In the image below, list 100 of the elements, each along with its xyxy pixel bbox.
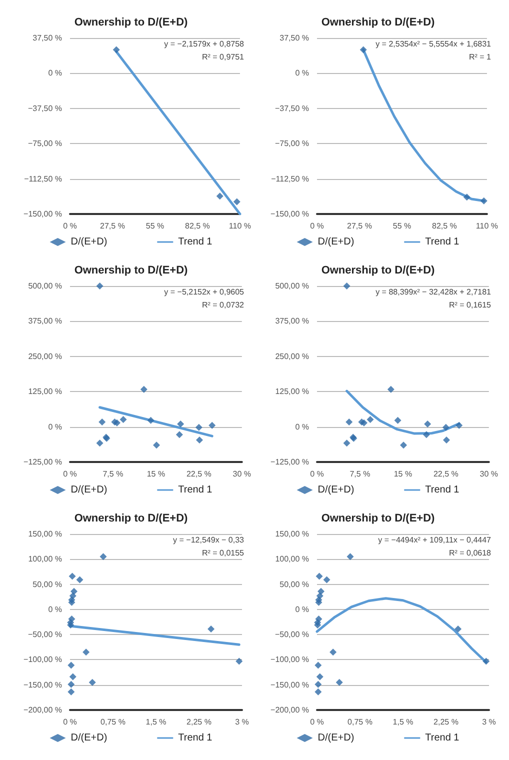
y-tick-label: 250,00 %	[275, 352, 309, 361]
y-tick-label: −125,00 %	[24, 458, 62, 466]
y-tick-label: 50,00 %	[32, 580, 62, 589]
y-tick-label: −100,00 %	[270, 655, 309, 664]
y-tick-label: −200,00 %	[24, 706, 62, 714]
x-tick-label: 55 %	[392, 222, 412, 230]
y-tick-label: 0 %	[48, 422, 62, 432]
legend-label: D/(E+D)	[70, 236, 108, 248]
y-tick-label: −112,50 %	[24, 174, 62, 184]
legend-label: D/(E+D)	[318, 732, 354, 744]
x-tick-label: 0 %	[310, 222, 324, 230]
x-tick-label: 2,25 %	[186, 718, 212, 726]
legend-label: D/(E+D)	[70, 732, 108, 744]
y-tick-label: 125,00 %	[275, 387, 309, 396]
y-tick-label: 150,00 %	[275, 530, 309, 538]
y-tick-label: −75,00 %	[28, 139, 62, 148]
x-tick-label: 0 %	[63, 718, 77, 726]
chart-title: Ownership to D/(E+D)	[321, 16, 436, 28]
y-tick-label: 0 %	[295, 604, 309, 614]
x-tick-label: 0 %	[310, 470, 324, 478]
y-tick-label: −125,00 %	[270, 458, 309, 466]
chart-title: Ownership to D/(E+D)	[74, 512, 188, 524]
y-tick-label: 37,50 %	[280, 34, 309, 42]
legend-label: Trend 1	[425, 236, 460, 248]
x-tick-label: 7,5 %	[102, 470, 124, 478]
x-tick-label: 1,5 %	[392, 718, 414, 726]
y-tick-label: 375,00 %	[28, 316, 62, 326]
y-tick-label: 250,00 %	[28, 352, 62, 361]
x-tick-label: 0 %	[310, 718, 324, 726]
y-tick-label: 125,00 %	[28, 387, 62, 396]
y-tick-label: 50,00 %	[280, 580, 309, 589]
annotation: R² = 0,0155	[202, 548, 245, 558]
x-tick-label: 7,5 %	[350, 470, 370, 478]
x-tick-label: 55 %	[146, 222, 164, 230]
annotation: R² = 0,0732	[202, 300, 245, 310]
y-tick-label: −150,00 %	[270, 680, 309, 690]
x-tick-label: 2,25 %	[434, 718, 458, 726]
x-tick-label: 82,5 %	[432, 222, 457, 230]
y-tick-label: −150,00 %	[24, 680, 62, 690]
annotation: y = −12,549x − 0,33	[173, 536, 245, 544]
legend-label: D/(E+D)	[318, 236, 354, 248]
x-tick-label: 0 %	[63, 470, 77, 478]
y-tick-label: 375,00 %	[275, 316, 309, 326]
y-tick-label: −200,00 %	[270, 706, 309, 714]
y-tick-label: 0 %	[48, 68, 62, 78]
y-tick-label: 0 %	[295, 68, 309, 78]
x-tick-label: 27,5 %	[347, 222, 372, 230]
y-tick-label: −100,00 %	[24, 655, 62, 664]
x-tick-label: 30 %	[232, 470, 251, 478]
chart-title: Ownership to D/(E+D)	[74, 264, 188, 276]
x-tick-label: 27,5 %	[100, 222, 125, 230]
annotation: R² = 0,9751	[202, 52, 245, 62]
x-tick-label: 110 %	[228, 222, 251, 230]
x-tick-label: 0,75 %	[348, 718, 372, 726]
annotation: R² = 0,0618	[448, 548, 492, 558]
y-tick-label: 0 %	[48, 604, 62, 614]
annotation: R² = 1	[468, 52, 492, 62]
chart-title: Ownership to D/(E+D)	[321, 264, 436, 276]
chart-title: Ownership to D/(E+D)	[74, 16, 188, 28]
y-tick-label: −50,00 %	[28, 630, 62, 640]
y-tick-label: −37,50 %	[28, 104, 62, 113]
legend-label: Trend 1	[178, 484, 213, 496]
x-tick-label: 30 %	[480, 470, 498, 478]
annotation: R² = 0,1615	[448, 300, 492, 310]
x-tick-label: 15 %	[146, 470, 166, 478]
y-tick-label: 37,50 %	[32, 34, 62, 42]
y-tick-label: −150,00 %	[24, 210, 62, 218]
x-tick-label: 3 %	[482, 718, 496, 726]
y-tick-label: 500,00 %	[275, 282, 309, 290]
y-tick-label: −50,00 %	[274, 630, 309, 640]
annotation: y = 2,5354x² − 5,5554x + 1,6831	[376, 40, 492, 48]
x-tick-label: 0 %	[63, 222, 77, 230]
annotation: y = −2,1579x + 0,8758	[164, 40, 245, 48]
x-tick-label: 82,5 %	[185, 222, 210, 230]
y-tick-label: 500,00 %	[28, 282, 62, 290]
x-tick-label: 0,75 %	[100, 718, 126, 726]
legend-label: Trend 1	[178, 732, 213, 744]
legend-label: Trend 1	[425, 732, 460, 744]
y-tick-label: 150,00 %	[28, 530, 62, 538]
y-tick-label: −37,50 %	[274, 104, 309, 113]
x-tick-label: 15 %	[394, 470, 412, 478]
annotation: y = −5,2152x + 0,9605	[164, 288, 245, 296]
x-tick-label: 3 %	[235, 718, 249, 726]
chart-title: Ownership to D/(E+D)	[321, 512, 436, 524]
y-tick-label: −112,50 %	[271, 174, 309, 184]
legend-label: Trend 1	[178, 236, 213, 248]
y-tick-label: −75,00 %	[274, 139, 309, 148]
annotation: y = 88,399x² − 32,428x + 2,7181	[376, 288, 492, 296]
legend-label: Trend 1	[425, 484, 460, 496]
x-tick-label: 110 %	[476, 222, 498, 230]
x-tick-label: 1,5 %	[146, 718, 166, 726]
annotation: y = −4494x² + 109,11x − 0,4447	[378, 536, 492, 544]
y-tick-label: 0 %	[295, 422, 309, 432]
x-tick-label: 22,5 %	[433, 470, 458, 478]
y-tick-label: 100,00 %	[28, 554, 62, 564]
y-tick-label: −150,00 %	[270, 210, 309, 218]
legend-label: D/(E+D)	[318, 484, 354, 496]
y-tick-label: 100,00 %	[275, 554, 309, 564]
legend-label: D/(E+D)	[70, 484, 108, 496]
x-tick-label: 22,5 %	[186, 470, 212, 478]
